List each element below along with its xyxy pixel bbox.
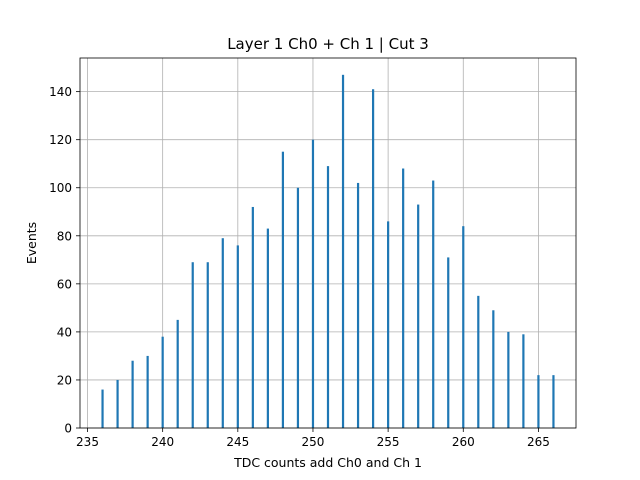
histogram-bar <box>477 295 480 428</box>
histogram-bar <box>221 238 224 428</box>
histogram-bar <box>206 262 209 428</box>
x-tick-label: 255 <box>377 435 400 449</box>
histogram-bar <box>281 151 285 428</box>
histogram-bar <box>371 89 375 428</box>
bars-layer <box>101 74 555 429</box>
chart-title: Layer 1 Ch0 + Ch 1 | Cut 3 <box>227 35 429 53</box>
y-tick-label: 120 <box>49 133 72 147</box>
histogram-bar <box>402 168 405 429</box>
histogram-bar <box>161 336 164 428</box>
histogram-bar <box>131 360 134 428</box>
histogram-bar <box>326 166 330 428</box>
histogram-bar <box>447 257 450 428</box>
histogram-bar <box>387 221 390 428</box>
histogram-bar <box>251 206 254 428</box>
histogram-bar <box>417 204 420 428</box>
histogram-bar <box>311 139 315 429</box>
x-tick-label: 265 <box>527 435 550 449</box>
histogram-bar <box>356 182 360 428</box>
x-tick-label: 250 <box>302 435 325 449</box>
x-tick-label: 260 <box>452 435 475 449</box>
histogram-bar <box>522 334 525 428</box>
y-tick-label: 40 <box>57 325 72 339</box>
histogram-bar <box>191 262 194 428</box>
x-tick-label: 235 <box>76 435 99 449</box>
x-tick-label: 245 <box>226 435 249 449</box>
y-tick-label: 140 <box>49 85 72 99</box>
plot-frame <box>79 57 577 429</box>
y-ticks-layer: 0 20 40 60 80 100 120 140 <box>49 85 80 436</box>
histogram-bar <box>176 319 179 428</box>
histogram-bar <box>432 180 435 428</box>
histogram-bar <box>296 187 300 428</box>
histogram-bar <box>507 331 510 428</box>
histogram-bar <box>266 228 269 428</box>
y-tick-label: 100 <box>49 181 72 195</box>
y-tick-label: 20 <box>57 373 72 387</box>
y-axis-label: Events <box>24 222 39 264</box>
y-tick-label: 60 <box>57 277 72 291</box>
x-ticks-layer: 235 240 245 250 255 260 265 <box>76 428 550 449</box>
histogram-bar <box>492 310 495 428</box>
histogram-bar <box>462 226 465 428</box>
histogram-bar <box>116 379 119 428</box>
histogram-bar <box>101 389 104 428</box>
x-tick-label: 240 <box>151 435 174 449</box>
x-axis-label: TDC counts add Ch0 and Ch 1 <box>233 455 422 470</box>
histogram-bar <box>146 355 149 428</box>
histogram-bar <box>537 375 540 428</box>
histogram-bar <box>236 245 239 428</box>
histogram-bar <box>341 74 345 429</box>
histogram-bar <box>552 375 555 428</box>
y-tick-label: 0 <box>64 422 72 436</box>
y-tick-label: 80 <box>57 229 72 243</box>
